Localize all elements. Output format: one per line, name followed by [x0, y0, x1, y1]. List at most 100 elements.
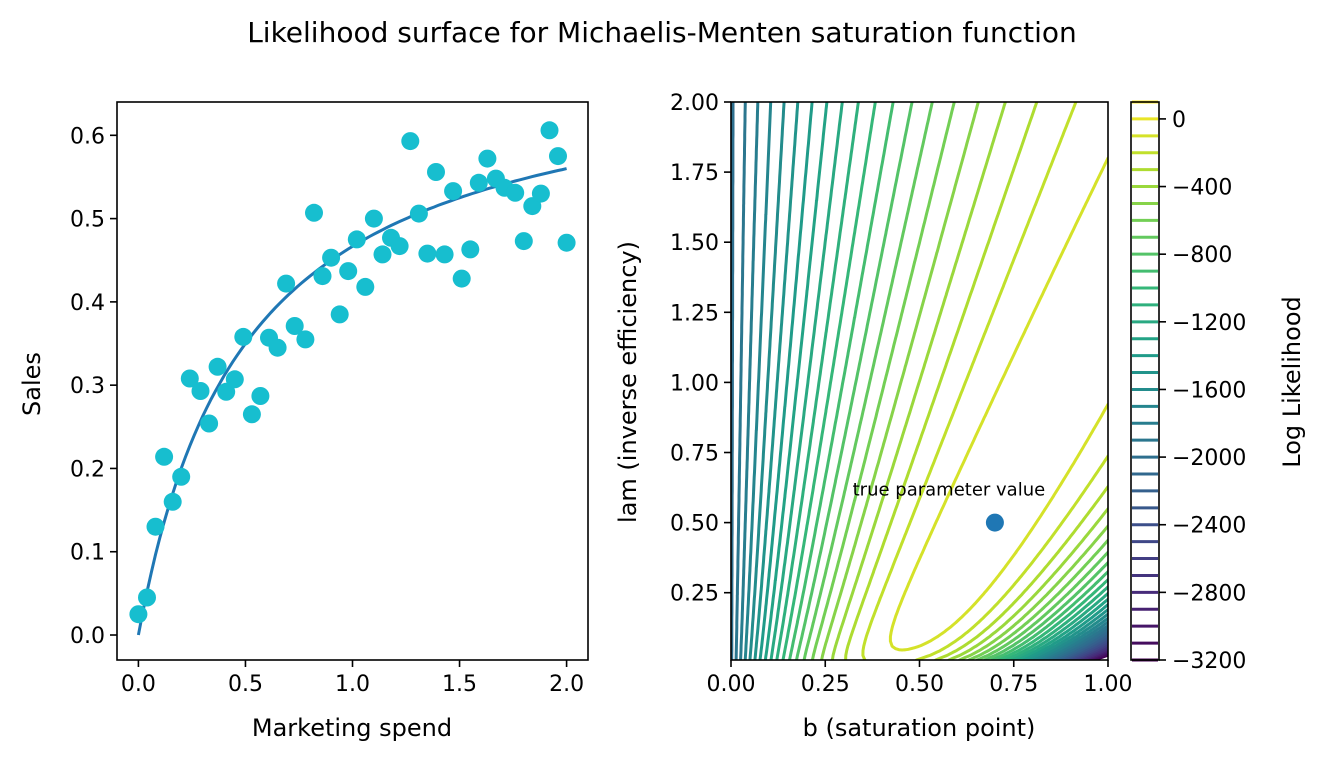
scatter-point	[461, 240, 480, 259]
colorbar-tick-label: −1600	[1172, 378, 1246, 403]
contour-line	[844, 102, 1108, 660]
y-tick-label: 1.75	[670, 161, 719, 186]
scatter-point	[506, 183, 525, 202]
contour-line	[788, 102, 1108, 660]
y-tick-label: 1.25	[670, 301, 719, 326]
scatter-point	[514, 232, 533, 251]
scatter-point	[296, 330, 315, 349]
scatter-point	[364, 209, 383, 228]
scatter-point	[251, 387, 270, 405]
scatter-point	[200, 414, 219, 433]
y-tick-label: 0.75	[670, 442, 719, 467]
y-tick-label: 0.3	[70, 374, 105, 399]
contour-line	[758, 102, 1108, 660]
right-x-ticks: 0.00 0.25 0.50 0.75 1.00	[707, 660, 1133, 697]
left-y-axis-label: Sales	[18, 352, 46, 416]
contour-line	[795, 102, 1108, 660]
colorbar-level-lines	[1132, 100, 1158, 662]
scatter-point	[129, 605, 148, 624]
scatter-point	[234, 327, 253, 346]
left-y-ticks: 0.0 0.1 0.2 0.3 0.4 0.5 0.6	[70, 124, 117, 649]
y-tick-label: 0.50	[670, 512, 719, 537]
sales-scatter-chart: 0.0 0.5 1.0 1.5 2.0 0.0 0.1 0.2 0.3 0.4 0.5 0.6 Ma…	[18, 101, 589, 742]
colorbar-label: Log Likelihood	[1278, 296, 1306, 468]
x-tick-label: 0.0	[121, 672, 156, 697]
scatter-point	[322, 248, 341, 267]
y-tick-label: 0.1	[70, 541, 105, 566]
scatter-point	[390, 237, 409, 256]
scatter-point	[557, 233, 576, 252]
y-tick-label: 0.25	[670, 582, 719, 607]
left-x-axis-label: Marketing spend	[252, 714, 452, 742]
scatter-point	[285, 317, 304, 335]
contour-line	[739, 102, 1108, 660]
colorbar-tick-label: −2000	[1172, 446, 1246, 471]
scatter-point	[277, 274, 296, 293]
y-tick-label: 0.0	[70, 624, 105, 649]
contour-line	[743, 102, 1108, 660]
scatter-point	[208, 357, 227, 376]
scatter-point	[330, 305, 349, 324]
contour-line	[861, 102, 1108, 660]
contour-line	[888, 156, 1108, 652]
scatter-point	[531, 184, 550, 203]
colorbar-tick-label: −2800	[1172, 581, 1246, 606]
left-x-ticks: 0.0 0.5 1.0 1.5 2.0	[121, 660, 584, 697]
y-tick-label: 0.2	[70, 457, 105, 482]
y-tick-label: 0.5	[70, 208, 105, 233]
scatter-point	[163, 492, 182, 511]
scatter-point	[172, 467, 191, 486]
y-tick-label: 1.50	[670, 231, 719, 256]
x-tick-label: 1.0	[335, 672, 370, 697]
y-tick-label: 1.00	[670, 371, 719, 396]
scatter-point	[146, 517, 165, 536]
scatter-points	[129, 121, 576, 624]
scatter-point	[356, 277, 375, 296]
scatter-point	[427, 163, 445, 181]
contour-line	[763, 102, 1108, 660]
colorbar-tick-label: −400	[1172, 176, 1232, 201]
contour-line	[820, 102, 1108, 660]
right-y-axis-label: lam (inverse efficiency)	[614, 241, 642, 523]
figure-title: Likelihood surface for Michaelis-Menten …	[247, 16, 1077, 49]
scatter-point	[469, 173, 488, 192]
x-tick-label: 1.5	[442, 672, 477, 697]
scatter-point	[339, 262, 358, 281]
x-tick-label: 0.5	[228, 672, 263, 697]
scatter-point	[452, 269, 471, 288]
right-y-ticks: 0.25 0.50 0.75 1.00 1.25 1.50 1.75 2.00	[670, 91, 731, 607]
right-x-axis-label: b (saturation point)	[803, 714, 1036, 742]
scatter-point	[138, 588, 156, 607]
scatter-point	[478, 149, 497, 168]
scatter-point	[242, 405, 261, 424]
scatter-point	[225, 370, 244, 389]
scatter-point	[540, 121, 559, 140]
colorbar-ticks: 0 −400 −800 −1200 −1600 −2000 −2400 −2800 −3200	[1159, 108, 1246, 674]
scatter-point	[549, 147, 567, 166]
colorbar-tick-label: −2400	[1172, 514, 1246, 539]
y-tick-label: 0.4	[70, 291, 105, 316]
colorbar-tick-label: −3200	[1172, 649, 1246, 674]
contour-line	[775, 102, 1108, 660]
likelihood-contour-chart: true parameter value 0.00 0.25 0.50 0.75 1.0…	[614, 91, 1132, 742]
contour-line	[802, 102, 1108, 660]
x-tick-label: 0.75	[989, 672, 1038, 697]
scatter-point	[155, 447, 174, 466]
scatter-point	[191, 382, 210, 400]
colorbar-frame	[1130, 101, 1160, 661]
x-tick-label: 0.50	[895, 672, 944, 697]
contour-line	[753, 102, 1108, 660]
colorbar: 0−400−800−1200−1600−2000−2400−2800−3200 …	[1130, 100, 1306, 674]
scatter-point	[435, 245, 454, 264]
true-parameter-annotation: true parameter value	[853, 480, 1046, 501]
x-tick-label: 1.00	[1084, 672, 1133, 697]
contour-line	[734, 102, 1108, 660]
colorbar-tick-label: −1200	[1172, 311, 1246, 336]
contour-line	[781, 102, 1108, 660]
x-tick-label: 0.00	[707, 672, 756, 697]
true-parameter-point	[985, 513, 1004, 532]
scatter-point	[347, 230, 366, 249]
colorbar-tick-label: 0	[1172, 108, 1186, 133]
y-tick-label: 0.6	[70, 124, 105, 149]
